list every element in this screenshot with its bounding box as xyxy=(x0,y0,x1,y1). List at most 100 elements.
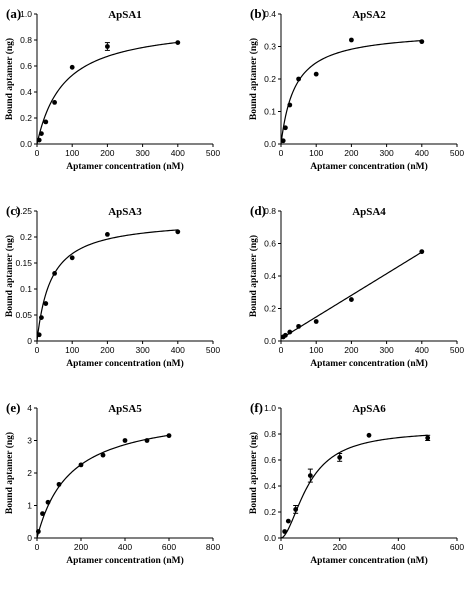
y-tick-label: 0.6 xyxy=(264,239,276,249)
panel-e: (e) ApSA5 Bound aptamer (ng) Aptamer con… xyxy=(4,400,220,566)
x-tick-label: 0 xyxy=(279,345,284,355)
data-point xyxy=(285,518,291,524)
x-axis-label: Aptamer concentration (nM) xyxy=(310,555,428,566)
x-tick-label: 200 xyxy=(74,542,88,552)
y-tick-label: 0.4 xyxy=(264,481,276,491)
x-tick-label: 500 xyxy=(206,345,220,355)
x-tick-label: 300 xyxy=(136,345,150,355)
data-point xyxy=(366,432,372,438)
y-tick-label: 2 xyxy=(27,468,32,478)
data-point xyxy=(35,529,41,534)
x-tick-label: 500 xyxy=(206,148,220,158)
x-tick-label: 600 xyxy=(450,542,464,552)
x-tick-label: 400 xyxy=(118,542,132,552)
data-point xyxy=(122,438,128,443)
data-point xyxy=(78,462,84,468)
data-point xyxy=(313,319,319,324)
panel-title: ApSA2 xyxy=(352,9,386,21)
data-point xyxy=(349,37,354,43)
data-point xyxy=(307,473,313,478)
x-tick-label: 100 xyxy=(65,345,79,355)
fit-curve xyxy=(36,434,170,539)
y-tick-label: 0.3 xyxy=(264,42,276,52)
x-tick-label: 400 xyxy=(391,542,405,552)
panel-label: (f) xyxy=(250,400,263,415)
x-tick-label: 100 xyxy=(309,345,323,355)
y-tick-label: 3 xyxy=(27,436,32,446)
data-point xyxy=(39,315,44,320)
x-tick-label: 100 xyxy=(309,148,323,158)
x-tick-label: 200 xyxy=(100,345,114,355)
data-point xyxy=(52,100,57,105)
data-point xyxy=(36,332,42,338)
y-tick-label: 0.8 xyxy=(264,206,276,216)
data-point xyxy=(105,232,110,237)
y-tick-label: 0.0 xyxy=(264,533,276,543)
y-tick-label: 0.2 xyxy=(264,507,276,517)
panel-label: (b) xyxy=(250,6,266,21)
data-point xyxy=(40,511,45,517)
data-point xyxy=(283,125,288,131)
y-tick-label: 0.25 xyxy=(15,206,32,216)
data-point xyxy=(166,433,172,439)
x-tick-label: 400 xyxy=(415,345,429,355)
y-tick-label: 1.0 xyxy=(264,403,276,413)
panel-title: ApSA3 xyxy=(108,206,142,218)
data-point xyxy=(36,137,42,143)
data-point xyxy=(296,323,301,329)
panel-label: (c) xyxy=(6,203,20,218)
y-axis-label: Bound aptamer (ng) xyxy=(4,235,15,317)
data-point xyxy=(419,39,425,45)
data-point xyxy=(425,435,431,441)
data-point xyxy=(296,76,301,82)
panel-title: ApSA5 xyxy=(108,403,142,415)
y-tick-label: 0.8 xyxy=(264,429,276,439)
x-axis-label: Aptamer concentration (nM) xyxy=(310,358,428,369)
data-point xyxy=(45,499,51,505)
x-tick-label: 800 xyxy=(206,542,220,552)
y-tick-label: 1 xyxy=(27,501,32,511)
fit-curve xyxy=(36,41,178,145)
x-tick-label: 500 xyxy=(450,345,464,355)
data-point xyxy=(349,297,354,302)
data-point xyxy=(39,131,44,137)
y-tick-label: 0.4 xyxy=(264,271,276,281)
x-tick-label: 600 xyxy=(162,542,176,552)
panel-a: (a) ApSA1 Bound aptamer (ng) Aptamer con… xyxy=(4,6,220,172)
x-tick-label: 400 xyxy=(415,148,429,158)
y-tick-label: 0.4 xyxy=(264,9,276,19)
y-axis-label: Bound aptamer (ng) xyxy=(4,38,15,120)
x-axis-label: Aptamer concentration (nM) xyxy=(310,161,428,172)
y-tick-label: 0.2 xyxy=(264,74,276,84)
y-tick-label: 0.0 xyxy=(20,139,32,149)
y-tick-label: 0.1 xyxy=(264,107,276,117)
y-tick-label: 0.0 xyxy=(264,139,276,149)
data-point xyxy=(293,507,299,512)
y-tick-label: 0.0 xyxy=(264,336,276,346)
x-tick-label: 300 xyxy=(380,148,394,158)
x-tick-label: 200 xyxy=(344,148,358,158)
y-tick-label: 0.2 xyxy=(264,304,276,314)
data-point xyxy=(282,529,288,534)
x-tick-label: 100 xyxy=(65,148,79,158)
y-tick-label: 0.05 xyxy=(15,310,32,320)
data-point xyxy=(419,249,425,255)
fit-curve xyxy=(280,39,422,145)
data-point xyxy=(287,102,293,108)
x-tick-label: 0 xyxy=(35,345,40,355)
data-point xyxy=(313,71,319,77)
data-point xyxy=(43,301,49,306)
fit-curve xyxy=(280,434,428,539)
data-point xyxy=(144,438,150,443)
y-tick-label: 0.6 xyxy=(264,455,276,465)
x-tick-label: 0 xyxy=(35,542,40,552)
x-tick-label: 200 xyxy=(344,345,358,355)
y-axis-label: Bound aptamer (ng) xyxy=(248,235,259,317)
data-point xyxy=(175,40,181,45)
y-tick-label: 1.0 xyxy=(20,9,32,19)
x-tick-label: 200 xyxy=(333,542,347,552)
panel-label: (d) xyxy=(250,203,266,218)
x-tick-label: 300 xyxy=(380,345,394,355)
data-point xyxy=(105,44,110,49)
